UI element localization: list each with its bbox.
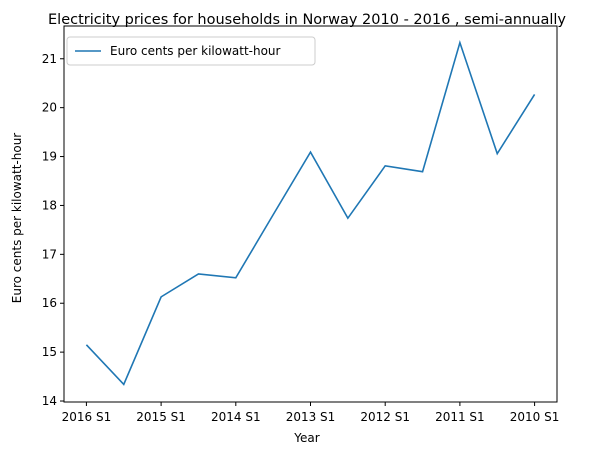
legend: Euro cents per kilowatt-hour — [66, 36, 316, 66]
y-tick-label: 14 — [42, 394, 57, 408]
y-tick-label: 15 — [42, 345, 57, 359]
y-tick-label: 17 — [42, 247, 57, 261]
y-axis: 14 15 16 17 18 19 20 21 — [42, 52, 64, 408]
legend-box — [66, 36, 316, 66]
x-tick-label: 2010 S1 — [510, 410, 560, 424]
chart-title: Electricity prices for households in Nor… — [48, 12, 566, 28]
series-line — [85, 39, 536, 386]
y-tick-label: 16 — [42, 296, 57, 310]
y-axis-label: Euro cents per kilowatt-hour — [10, 133, 24, 304]
plot-area — [63, 25, 558, 403]
x-tick-label: 2012 S1 — [360, 410, 410, 424]
plot-frame — [63, 25, 558, 403]
x-tick-label: 2014 S1 — [211, 410, 261, 424]
x-tick-label: 2011 S1 — [435, 410, 485, 424]
x-tick-label: 2016 S1 — [62, 410, 112, 424]
y-tick-label: 19 — [42, 150, 57, 164]
y-tick-label: 20 — [42, 101, 57, 115]
x-axis-label: Year — [293, 431, 319, 445]
x-axis: 2016 S1 2015 S1 2014 S1 2013 S1 2012 S1 2011 … — [62, 402, 560, 424]
y-tick-label: 18 — [42, 198, 57, 212]
legend-label: Euro cents per kilowatt-hour — [110, 44, 281, 58]
x-tick-label: 2013 S1 — [286, 410, 336, 424]
y-tick-label: 21 — [42, 52, 57, 66]
x-tick-label: 2015 S1 — [136, 410, 186, 424]
